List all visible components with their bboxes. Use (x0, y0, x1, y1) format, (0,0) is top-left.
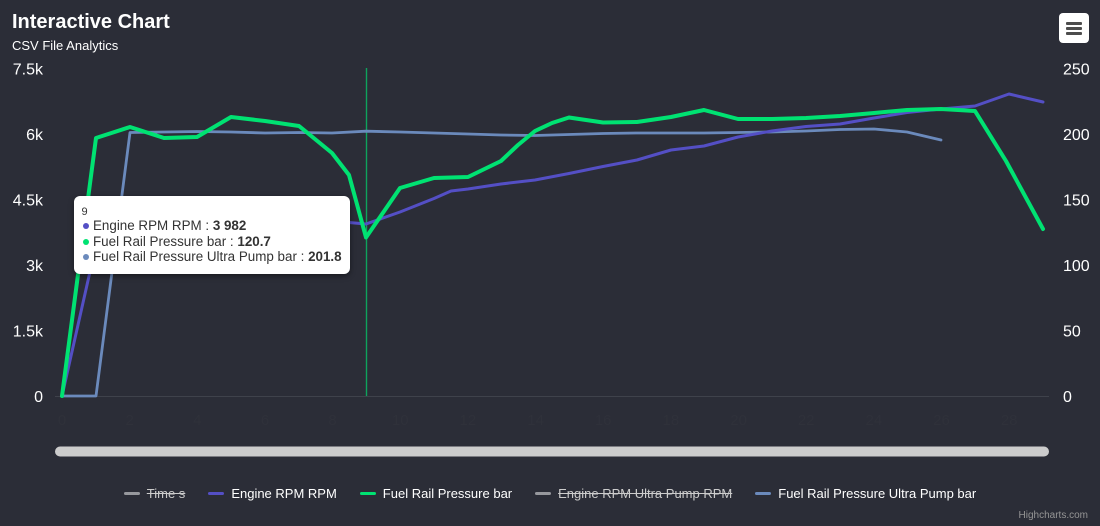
svg-text:6k: 6k (26, 127, 44, 144)
svg-text:3k: 3k (26, 258, 44, 275)
svg-text:18: 18 (663, 412, 680, 429)
svg-text:150: 150 (1063, 193, 1090, 210)
svg-text:100: 100 (1063, 258, 1090, 275)
svg-text:50: 50 (1063, 324, 1081, 341)
svg-text:26: 26 (933, 412, 950, 429)
svg-text:1.5k: 1.5k (13, 324, 44, 341)
svg-text:28: 28 (1001, 412, 1018, 429)
svg-text:4.5k: 4.5k (13, 193, 44, 210)
svg-text:Highcharts.com: Highcharts.com (1019, 510, 1088, 521)
svg-text:250: 250 (1063, 62, 1090, 79)
svg-text:2: 2 (126, 412, 134, 429)
svg-text:0: 0 (58, 412, 66, 429)
svg-text:24: 24 (866, 412, 883, 429)
svg-text:4: 4 (193, 412, 201, 429)
svg-text:0: 0 (34, 389, 43, 406)
svg-text:16: 16 (595, 412, 612, 429)
svg-text:22: 22 (798, 412, 815, 429)
svg-text:20: 20 (730, 412, 747, 429)
svg-text:CSV File Analytics: CSV File Analytics (12, 38, 119, 53)
svg-text:7.5k: 7.5k (13, 62, 44, 79)
svg-text:8: 8 (328, 412, 336, 429)
svg-text:12: 12 (460, 412, 477, 429)
svg-text:6: 6 (261, 412, 269, 429)
svg-text:14: 14 (527, 412, 544, 429)
svg-text:200: 200 (1063, 127, 1090, 144)
svg-text:10: 10 (392, 412, 409, 429)
svg-text:0: 0 (1063, 389, 1072, 406)
svg-text:Interactive Chart: Interactive Chart (12, 11, 170, 33)
